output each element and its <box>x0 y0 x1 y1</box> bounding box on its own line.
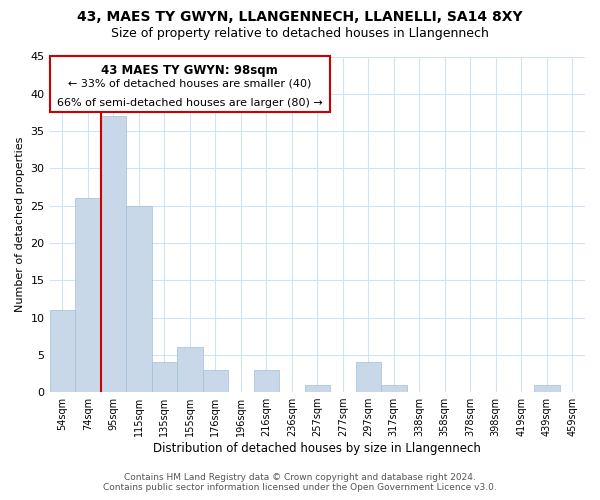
Bar <box>203 370 228 392</box>
Text: ← 33% of detached houses are smaller (40): ← 33% of detached houses are smaller (40… <box>68 79 311 89</box>
X-axis label: Distribution of detached houses by size in Llangennech: Distribution of detached houses by size … <box>154 442 481 455</box>
Bar <box>356 362 381 392</box>
Text: 43 MAES TY GWYN: 98sqm: 43 MAES TY GWYN: 98sqm <box>101 64 278 77</box>
Text: 43, MAES TY GWYN, LLANGENNECH, LLANELLI, SA14 8XY: 43, MAES TY GWYN, LLANGENNECH, LLANELLI,… <box>77 10 523 24</box>
Bar <box>254 370 279 392</box>
Bar <box>381 384 407 392</box>
Y-axis label: Number of detached properties: Number of detached properties <box>15 136 25 312</box>
Text: Size of property relative to detached houses in Llangennech: Size of property relative to detached ho… <box>111 28 489 40</box>
Bar <box>534 384 560 392</box>
Bar <box>75 198 101 392</box>
Bar <box>177 348 203 392</box>
Bar <box>101 116 126 392</box>
Bar <box>305 384 330 392</box>
Bar <box>50 310 75 392</box>
Bar <box>50 56 330 112</box>
Bar <box>152 362 177 392</box>
Text: Contains HM Land Registry data © Crown copyright and database right 2024.
Contai: Contains HM Land Registry data © Crown c… <box>103 473 497 492</box>
Text: 66% of semi-detached houses are larger (80) →: 66% of semi-detached houses are larger (… <box>57 98 323 108</box>
Bar <box>126 206 152 392</box>
